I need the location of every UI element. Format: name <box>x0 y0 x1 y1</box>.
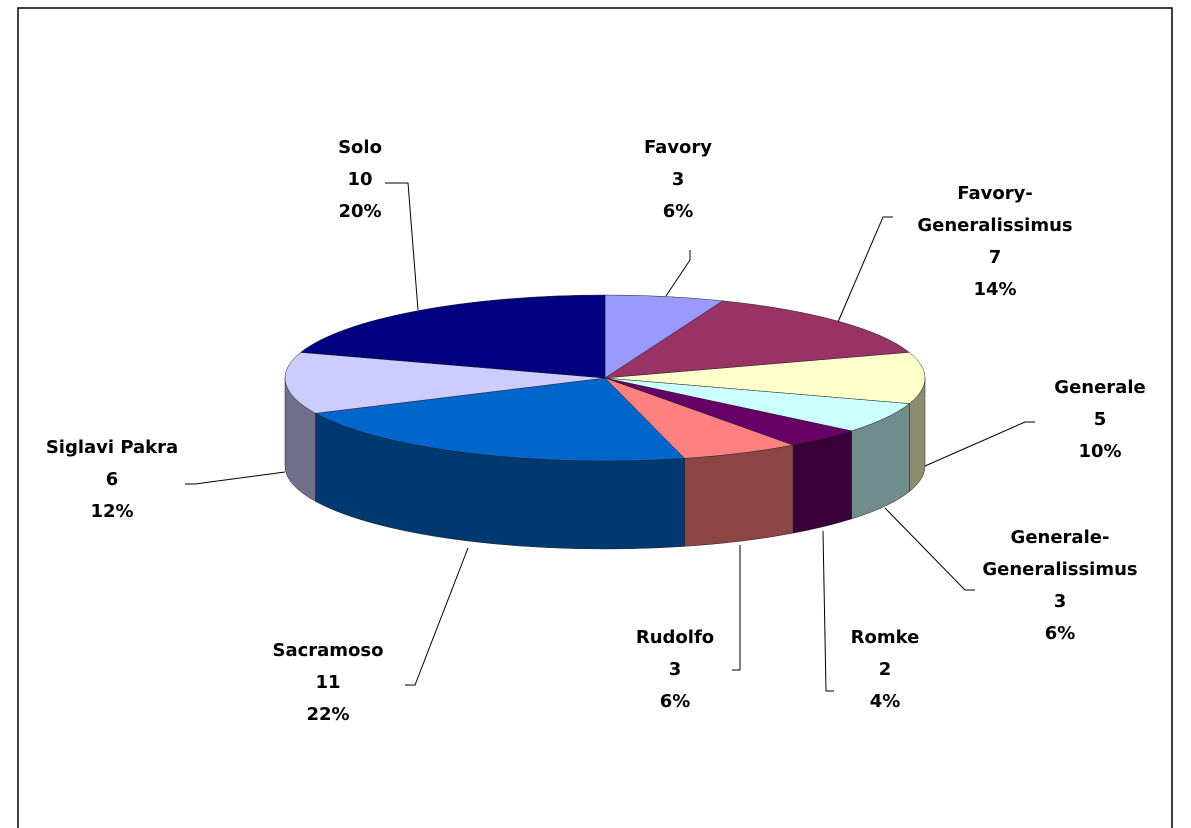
label-value: 3 <box>668 659 682 680</box>
slice <box>300 294 606 379</box>
slice-side <box>684 444 794 547</box>
data-label: Solo 10 20% <box>275 132 445 228</box>
label-category: Sacramoso <box>272 640 384 661</box>
label-category: Solo <box>338 137 382 158</box>
data-label: Sacramoso 11 22% <box>243 635 413 731</box>
label-category: Siglavi Pakra <box>45 437 179 458</box>
data-label: Favory 3 6% <box>593 132 763 228</box>
leader-line <box>405 547 469 686</box>
data-label: Generale-Generalissimus 3 6% <box>975 522 1145 650</box>
slice <box>284 352 606 414</box>
label-value: 3 <box>1053 591 1067 612</box>
data-label: Rudolfo 3 6% <box>590 622 760 718</box>
leader-line <box>837 216 893 323</box>
label-percent: 6% <box>659 691 691 712</box>
label-percent: 14% <box>973 279 1017 300</box>
data-label: Favory-Generalissimus 7 14% <box>910 178 1080 306</box>
leader-line <box>732 545 741 671</box>
slice <box>604 377 795 459</box>
label-category: Favory-Generalissimus <box>917 183 1073 236</box>
slice <box>604 377 910 432</box>
label-value: 2 <box>878 659 892 680</box>
label-category: Favory <box>643 137 713 158</box>
label-percent: 10% <box>1078 441 1122 462</box>
label-value: 5 <box>1093 409 1107 430</box>
label-category: Generale-Generalissimus <box>982 527 1138 580</box>
leader-line <box>924 421 1035 467</box>
data-label: Romke 2 4% <box>800 622 970 718</box>
data-label: Generale 5 10% <box>1015 372 1185 468</box>
leader-line <box>884 507 975 591</box>
leader-line <box>822 530 834 692</box>
leader-line <box>385 182 419 311</box>
label-value: 3 <box>671 169 685 190</box>
slice <box>314 377 686 462</box>
slice <box>604 294 724 379</box>
label-category: Generale <box>1054 377 1146 398</box>
label-value: 10 <box>347 169 373 190</box>
label-value: 7 <box>988 247 1002 268</box>
label-percent: 6% <box>1044 623 1076 644</box>
label-percent: 6% <box>662 201 694 222</box>
slice <box>604 352 926 404</box>
label-percent: 20% <box>338 201 382 222</box>
data-label: Siglavi Pakra 6 12% <box>27 432 197 528</box>
leader-line <box>185 471 286 485</box>
label-percent: 22% <box>306 704 350 725</box>
slice-side <box>792 430 852 534</box>
label-percent: 12% <box>90 501 134 522</box>
label-value: 6 <box>105 469 119 490</box>
label-percent: 4% <box>869 691 901 712</box>
label-category: Romke <box>850 627 920 648</box>
label-category: Rudolfo <box>635 627 715 648</box>
leader-line <box>665 250 691 297</box>
label-value: 11 <box>315 672 341 693</box>
